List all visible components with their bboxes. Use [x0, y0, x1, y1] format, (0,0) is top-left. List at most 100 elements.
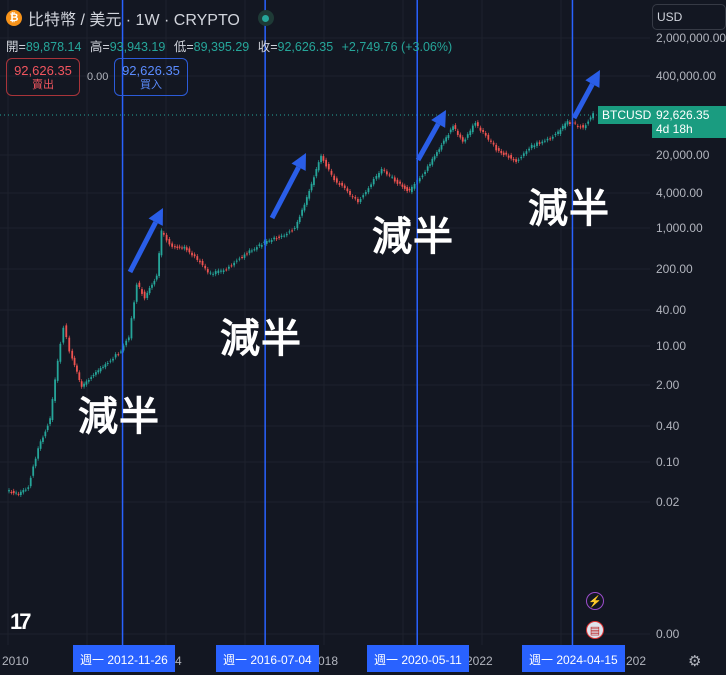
candle	[562, 126, 564, 129]
high-value: 93,943.19	[110, 40, 166, 54]
candle	[32, 467, 34, 476]
price-axis-label: 0.10	[656, 455, 679, 469]
candle	[291, 230, 293, 231]
candle	[37, 448, 39, 458]
candle	[352, 196, 354, 197]
candle	[52, 399, 54, 420]
candle	[564, 123, 566, 128]
candle	[59, 344, 61, 362]
price-axis-label: 0.02	[656, 495, 679, 509]
candle	[454, 125, 456, 129]
candle	[166, 235, 168, 241]
candle	[328, 164, 330, 169]
candle	[210, 273, 212, 274]
candle	[469, 131, 471, 135]
candle	[482, 130, 484, 132]
candle	[42, 438, 44, 442]
candle	[467, 134, 469, 138]
lightning-event-icon[interactable]: ⚡	[586, 592, 604, 610]
candle	[452, 126, 454, 130]
candle	[443, 141, 445, 144]
price-axis-label: 4,000.00	[656, 186, 703, 200]
candle	[397, 180, 399, 184]
candle	[495, 145, 497, 150]
price-axis-label: 2.00	[656, 378, 679, 392]
price-axis-label: 1,000.00	[656, 221, 703, 235]
currency-selector[interactable]: USD	[652, 4, 726, 30]
candle	[296, 222, 298, 228]
candle	[429, 164, 431, 166]
candle	[68, 338, 70, 352]
candle	[515, 159, 517, 162]
time-label: 2022	[466, 654, 493, 668]
buy-button[interactable]: 92,626.35 買入	[114, 58, 188, 96]
candle	[320, 156, 322, 162]
candle	[323, 156, 325, 161]
candle	[236, 261, 238, 262]
candle	[266, 241, 268, 244]
candle	[156, 276, 158, 280]
candle	[149, 288, 151, 293]
candle	[90, 377, 92, 379]
candle	[357, 199, 359, 202]
candle	[503, 153, 505, 155]
candle	[411, 187, 413, 192]
candle	[138, 283, 140, 287]
us-flag-event-icon[interactable]: ▤	[586, 621, 604, 639]
candle	[246, 253, 248, 254]
candle	[115, 354, 117, 357]
candle	[27, 487, 29, 489]
candle	[13, 491, 15, 493]
candle	[223, 270, 225, 272]
candle	[552, 137, 554, 139]
candle	[477, 122, 479, 126]
halving-date-2: 週一 2016-07-04	[216, 645, 319, 672]
candle	[406, 187, 408, 191]
candle	[93, 375, 95, 376]
candle	[513, 159, 515, 160]
candle	[587, 122, 589, 124]
candle	[133, 302, 135, 318]
price-axis-label: 0.00	[656, 627, 679, 641]
candle	[44, 432, 46, 437]
price-axis-label: 0.40	[656, 419, 679, 433]
candle	[212, 274, 214, 275]
candle	[354, 197, 356, 198]
candle	[117, 354, 119, 355]
candle	[422, 176, 424, 178]
candle	[391, 177, 393, 178]
candle	[204, 266, 206, 269]
candle	[531, 145, 533, 148]
buy-price: 92,626.35	[122, 63, 180, 78]
price-axis-label: 200.00	[656, 262, 693, 276]
bar-countdown: 4d 18h	[656, 122, 722, 136]
halving-label-4: 減半	[528, 176, 610, 234]
candle	[549, 138, 551, 139]
high-label: 高=	[90, 40, 110, 54]
candle	[472, 126, 474, 133]
settings-icon[interactable]: ⚙	[688, 652, 701, 670]
candle	[362, 195, 364, 197]
candle	[225, 269, 227, 270]
candle	[590, 117, 592, 119]
symbol-header[interactable]: ₿ 比特幣 / 美元 · 1W · CRYPTO	[6, 6, 274, 30]
candle	[536, 142, 538, 146]
candle	[498, 148, 500, 151]
tradingview-logo[interactable]: 17	[10, 609, 28, 635]
candle	[365, 192, 367, 194]
candle	[286, 234, 288, 235]
last-price-tag: 92,626.35 4d 18h	[652, 106, 726, 138]
time-label: 202	[626, 654, 646, 668]
candle	[78, 372, 80, 380]
sell-button[interactable]: 92,626.35 賣出	[6, 58, 80, 96]
candle	[146, 293, 148, 298]
candle	[97, 370, 99, 372]
price-chart[interactable]	[0, 0, 726, 675]
candle	[281, 236, 283, 237]
candle	[394, 177, 396, 181]
candle	[315, 169, 317, 176]
candle	[375, 176, 377, 179]
open-label: 開=	[6, 40, 26, 54]
candle	[271, 240, 273, 242]
candle	[450, 130, 452, 133]
